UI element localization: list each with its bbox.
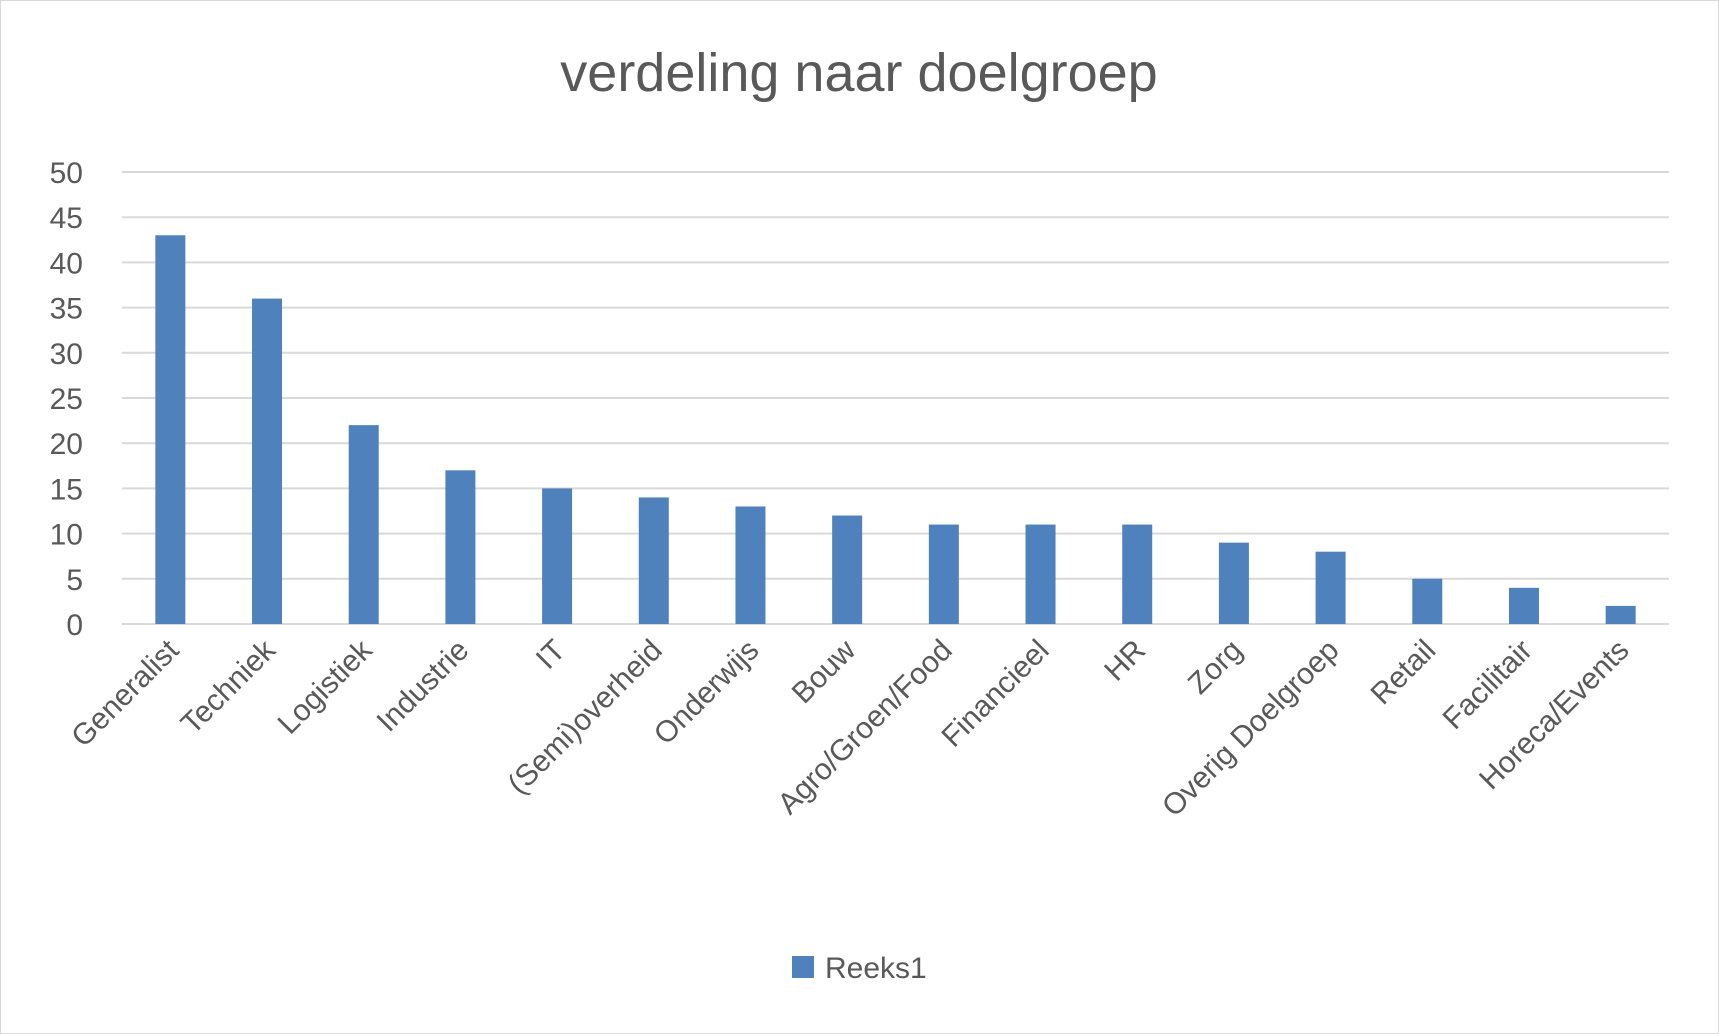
- chart-title: verdeling naar doelgroep: [560, 43, 1157, 103]
- y-tick-label: 5: [66, 564, 83, 597]
- y-tick-label: 30: [50, 338, 83, 371]
- bar: [1025, 524, 1056, 624]
- x-tick-label: Onderwijs: [648, 634, 766, 752]
- bar: [1508, 587, 1539, 624]
- bar: [155, 235, 186, 624]
- y-tick-label: 35: [50, 293, 83, 326]
- gridlines: [122, 171, 1669, 625]
- bar: [445, 470, 476, 624]
- bar: [542, 488, 573, 624]
- bar: [1412, 578, 1443, 624]
- x-tick-label: Agro/Groen/Food: [772, 634, 959, 821]
- legend-label: Reeks1: [825, 952, 927, 985]
- bar: [1315, 551, 1346, 624]
- bar: [638, 497, 669, 624]
- legend: Reeks1: [792, 952, 927, 985]
- x-tick-label: Zorg: [1182, 634, 1249, 701]
- bar: [348, 425, 379, 624]
- bar: [1605, 605, 1636, 624]
- x-tick-label: Generalist: [65, 633, 185, 753]
- bar: [252, 298, 283, 624]
- x-tick-label: HR: [1098, 634, 1152, 688]
- x-tick-label: Logistiek: [272, 633, 380, 741]
- y-tick-label: 40: [50, 247, 83, 280]
- x-tick-label: Retail: [1365, 634, 1443, 712]
- x-tick-label: Facilitair: [1437, 634, 1539, 736]
- y-tick-label: 10: [50, 519, 83, 552]
- y-tick-label: 20: [50, 428, 83, 461]
- x-tick-label: Overig Doelgroep: [1156, 634, 1346, 824]
- x-tick-label: (Semi)overheid: [502, 634, 669, 801]
- y-tick-label: 0: [66, 609, 83, 642]
- y-tick-label: 25: [50, 383, 83, 416]
- y-tick-label: 15: [50, 473, 83, 506]
- bar: [1122, 524, 1153, 624]
- y-tick-label: 50: [50, 157, 83, 190]
- bar: [832, 515, 863, 624]
- y-tick-label: 45: [50, 202, 83, 235]
- bars: [155, 235, 1636, 624]
- bar: [928, 524, 959, 624]
- x-tick-label: Bouw: [786, 633, 863, 710]
- bar: [735, 506, 766, 624]
- bar: [1218, 542, 1249, 624]
- x-tick-label: Industrie: [371, 634, 476, 739]
- x-tick-label: IT: [530, 634, 572, 676]
- x-tick-label: Techniek: [175, 633, 283, 741]
- y-axis-ticks: 0 5 10 15 20 25 30 35 40 45 50: [50, 157, 83, 642]
- legend-swatch: [792, 956, 814, 978]
